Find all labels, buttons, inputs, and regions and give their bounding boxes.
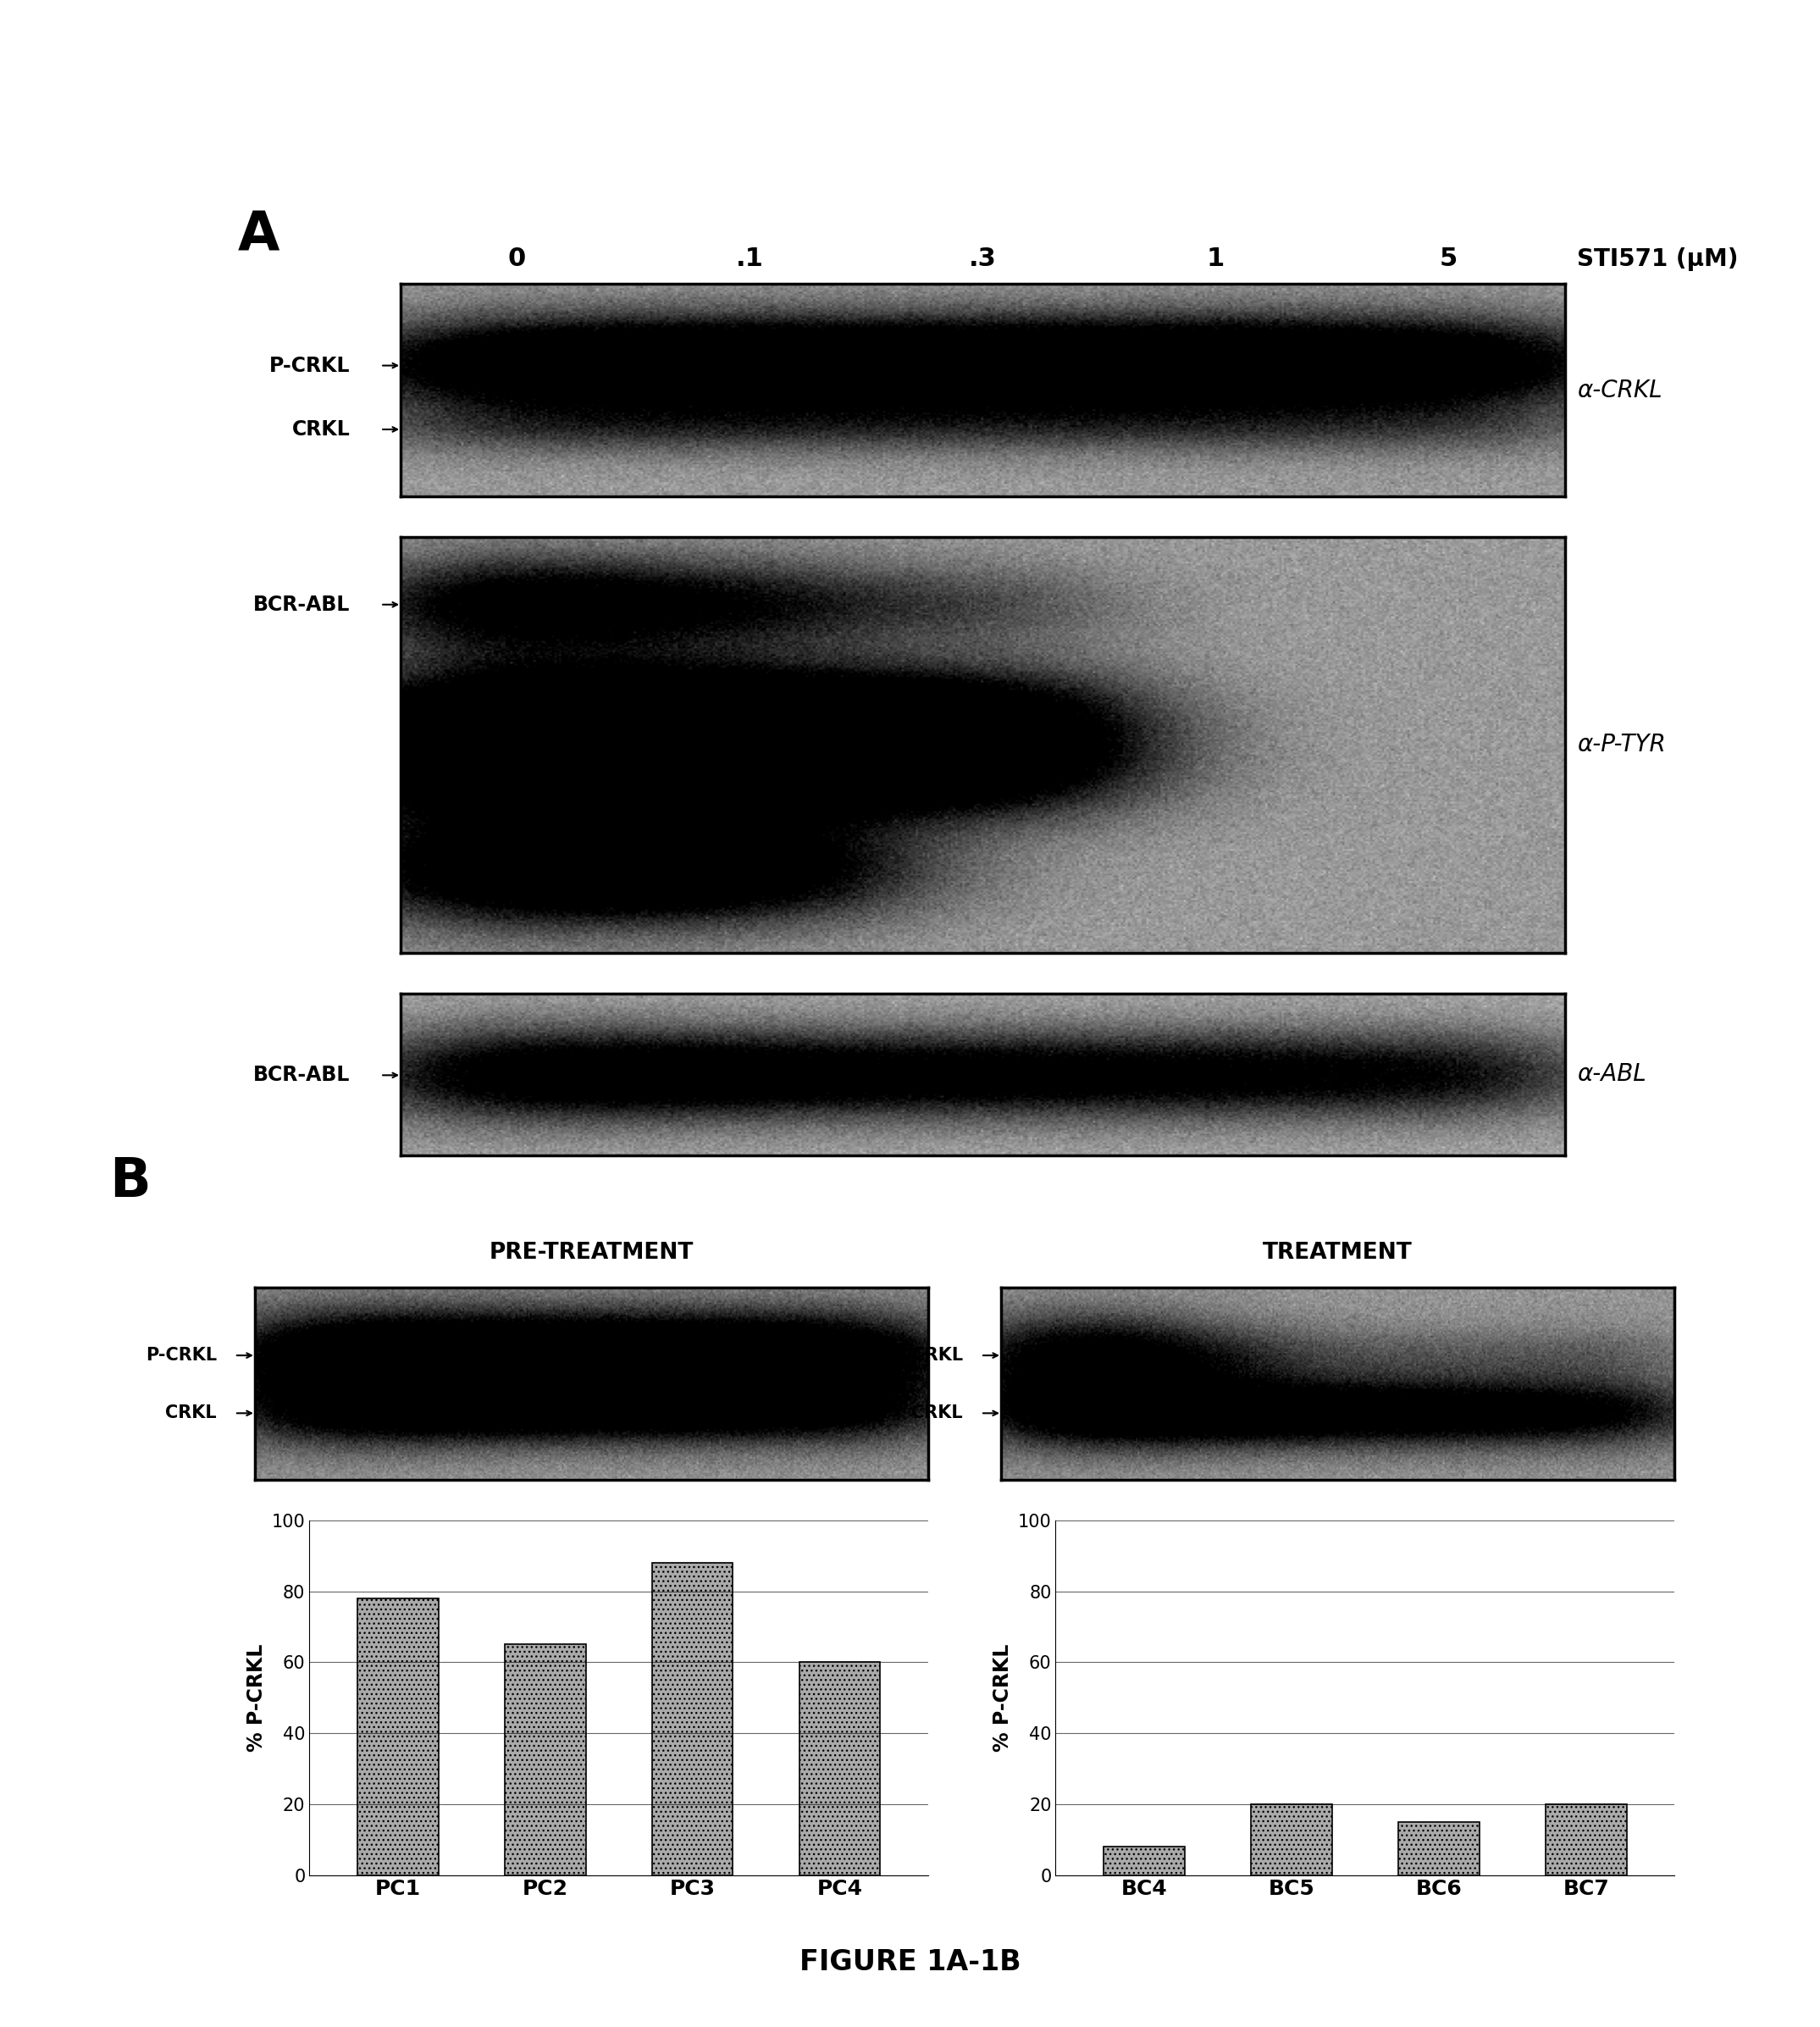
Text: P-CRKL: P-CRKL <box>146 1348 217 1364</box>
Y-axis label: % P-CRKL: % P-CRKL <box>992 1644 1014 1751</box>
Text: 0: 0 <box>508 247 526 272</box>
Bar <box>357 1597 439 1875</box>
Text: α-CRKL: α-CRKL <box>1576 379 1662 401</box>
Text: STI571 (μM): STI571 (μM) <box>1576 247 1738 272</box>
Text: α-ABL: α-ABL <box>1576 1062 1645 1086</box>
Text: TREATMENT: TREATMENT <box>1263 1243 1412 1265</box>
Text: .1: .1 <box>735 247 764 272</box>
Text: α-P-TYR: α-P-TYR <box>1576 734 1665 756</box>
Y-axis label: % P-CRKL: % P-CRKL <box>246 1644 268 1751</box>
Text: CRKL: CRKL <box>912 1405 963 1421</box>
Text: P-CRKL: P-CRKL <box>892 1348 963 1364</box>
Text: .3: .3 <box>968 247 997 272</box>
Text: BCR-ABL: BCR-ABL <box>253 1064 349 1084</box>
Text: B: B <box>109 1155 151 1208</box>
Text: 5: 5 <box>1440 247 1458 272</box>
Text: CRKL: CRKL <box>291 420 349 440</box>
Bar <box>1545 1804 1627 1875</box>
Bar <box>652 1563 733 1875</box>
Bar <box>1398 1822 1480 1875</box>
Text: PRE-TREATMENT: PRE-TREATMENT <box>490 1243 693 1265</box>
Text: BCR-ABL: BCR-ABL <box>253 594 349 614</box>
Text: FIGURE 1A-1B: FIGURE 1A-1B <box>799 1948 1021 1976</box>
Bar <box>1103 1847 1185 1875</box>
Bar <box>799 1662 881 1875</box>
Text: A: A <box>237 209 278 261</box>
Bar <box>504 1644 586 1875</box>
Text: CRKL: CRKL <box>166 1405 217 1421</box>
Text: 1: 1 <box>1207 247 1225 272</box>
Bar <box>1250 1804 1332 1875</box>
Text: P-CRKL: P-CRKL <box>269 355 349 375</box>
